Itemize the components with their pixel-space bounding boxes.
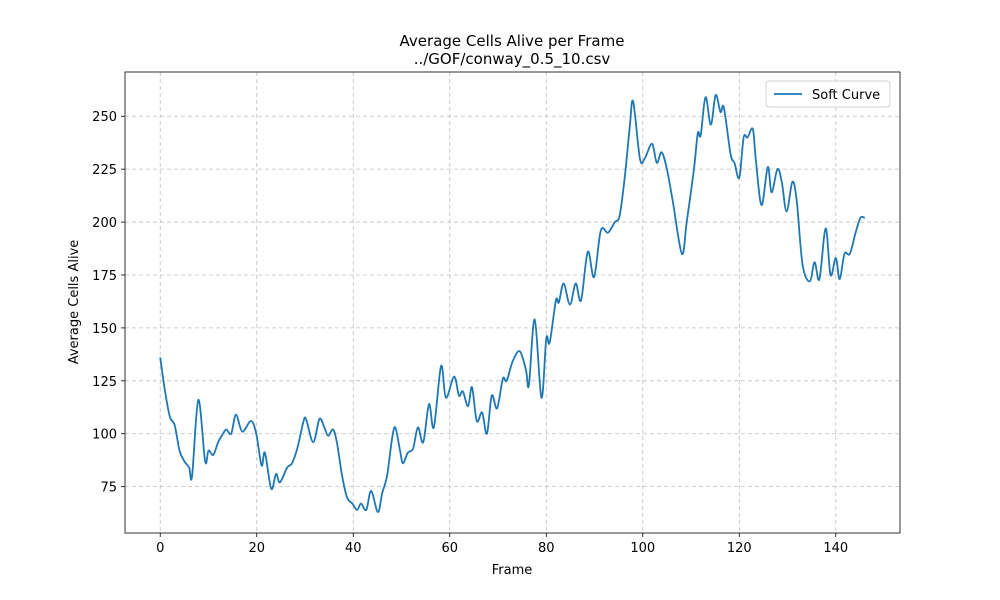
x-tick-label: 100: [630, 541, 655, 556]
legend-box: [765, 80, 891, 108]
x-tick-label: 0: [156, 541, 164, 556]
chart-title: Average Cells Alive per Frame: [400, 32, 625, 50]
y-tick-label: 200: [92, 216, 117, 231]
line-series: [159, 94, 866, 513]
y-tick-label: 125: [92, 375, 117, 390]
y-axis-label: Average Cells Alive: [67, 240, 82, 365]
y-tick-label: 75: [100, 481, 117, 496]
y-tick-label: 225: [92, 163, 117, 178]
y-tick-label: 175: [92, 269, 117, 284]
x-tick-label: 120: [727, 541, 752, 556]
x-tick-label: 140: [823, 541, 848, 556]
legend-label: Soft Curve: [812, 88, 880, 103]
y-tick-label: 250: [92, 110, 117, 125]
x-tick-label: 60: [441, 541, 458, 556]
x-tick-label: 80: [538, 541, 555, 556]
chart-subtitle: ../GOF/conway_0.5_10.csv: [414, 50, 611, 69]
y-tick-label: 150: [92, 322, 117, 337]
y-tick-label: 100: [92, 428, 117, 443]
x-tick-label: 40: [345, 541, 362, 556]
x-axis-label: Frame: [492, 563, 533, 578]
x-tick-label: 20: [248, 541, 265, 556]
plot-frame: [124, 71, 901, 534]
